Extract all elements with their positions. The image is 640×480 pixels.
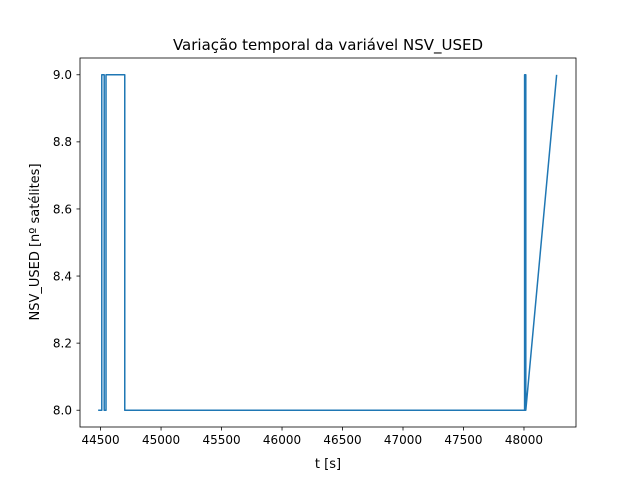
y-tick-label: 8.2	[53, 336, 72, 350]
y-tick-label: 8.8	[53, 135, 72, 149]
data-series-line-0	[98, 74, 558, 411]
y-tick-label: 8.0	[53, 404, 72, 418]
x-tick-label: 45000	[142, 433, 180, 447]
chart-title: Variação temporal da variável NSV_USED	[173, 36, 483, 55]
axes-frame	[79, 57, 577, 428]
x-tick-label: 47500	[444, 433, 482, 447]
x-tick-label: 46500	[323, 433, 361, 447]
y-tick-label: 8.4	[53, 269, 72, 283]
x-tick-label: 45500	[202, 433, 240, 447]
y-axis-label: NSV_USED [nº satélites]	[28, 163, 43, 320]
plot-area: 44500 45000 45500 46000 46500 47000 47500 48000…	[53, 57, 577, 447]
x-axis-label: t [s]	[315, 457, 341, 472]
x-tick-label: 44500	[81, 433, 119, 447]
x-tick-label: 46000	[263, 433, 301, 447]
x-tick-label: 47000	[384, 433, 422, 447]
y-tick-label: 9.0	[53, 68, 72, 82]
y-tick-label: 8.6	[53, 202, 72, 216]
x-tick-label: 48000	[505, 433, 543, 447]
